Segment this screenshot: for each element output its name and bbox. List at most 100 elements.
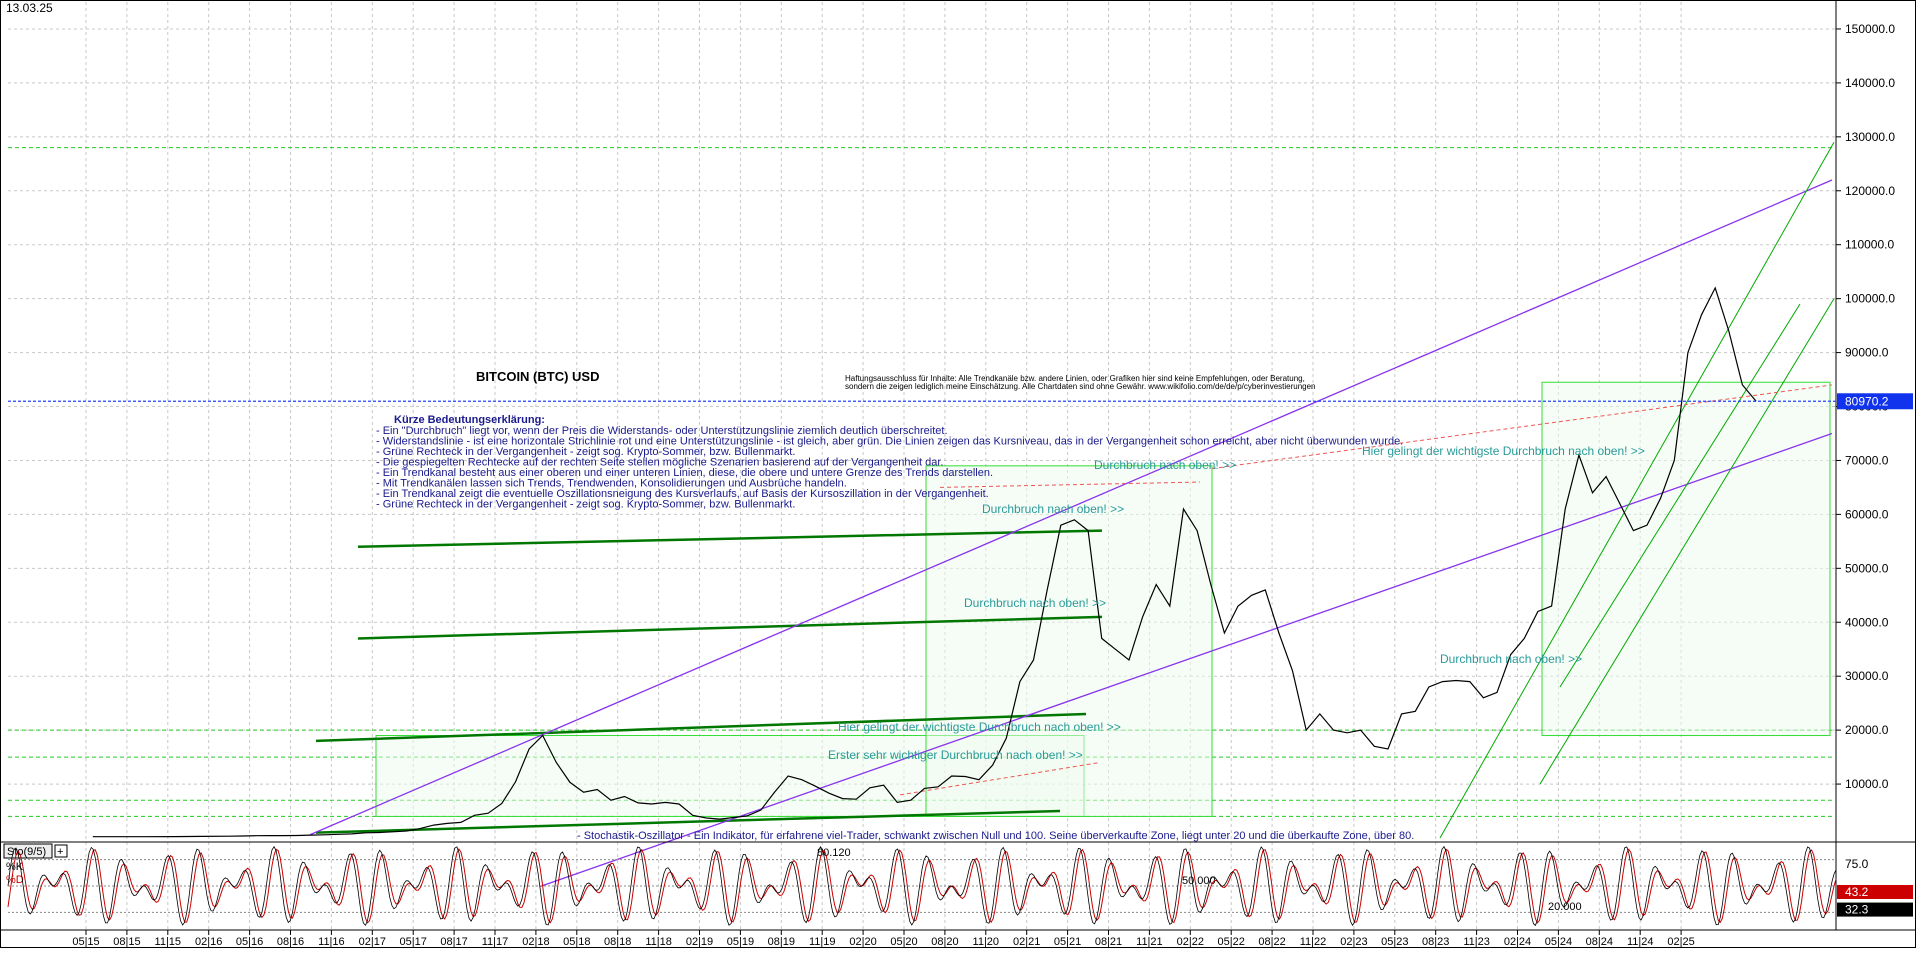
first-breakout-label: Erster sehr wichtiger Durchbruch nach ob… [828,748,1083,762]
breakout-label: Durchbruch nach oben! >> [982,502,1124,516]
d-last-box [1837,902,1913,917]
disclaimer-line-1: Haftungsausschluss für Inhalte: Alle Tre… [845,374,1305,383]
x-tick-label: 05|23 [1381,936,1408,948]
x-tick-label: 11|22 [1300,936,1327,948]
y-tick-label: 90000.0 [1845,346,1889,360]
y-tick-label: 120000.0 [1845,184,1895,198]
legend-line: - Die gespiegelten Rechtecke auf der rec… [376,457,943,469]
y-tick-label: 10000.0 [1845,777,1889,791]
x-tick-label: 08|17 [440,936,467,948]
x-tick-label: 11|18 [645,936,672,948]
trend-line [315,809,1061,834]
x-tick-label: 05|16 [236,936,263,948]
x-tick-label: 02|16 [195,936,222,948]
x-tick-label: 02|20 [849,936,876,948]
trend-line [315,712,1087,743]
sto-level-label: 20.000 [1548,901,1582,913]
x-tick-label: 08|23 [1422,936,1449,948]
x-tick-label: 02|23 [1340,936,1367,948]
x-tick-label: 02|22 [1177,936,1204,948]
x-tick-label: 11|19 [809,936,836,948]
x-tick-label: 05|22 [1218,936,1245,948]
y-tick-label: 50000.0 [1845,561,1889,575]
x-tick-label: 02|21 [1013,936,1040,948]
x-tick-label: 08|22 [1258,936,1285,948]
x-tick-label: 08|20 [931,936,958,948]
x-tick-label: 02|24 [1504,936,1531,948]
x-tick-label: 08|16 [277,936,304,948]
legend-line: - Widerstandslinie - ist eine horizontal… [376,436,1403,448]
x-tick-label: 02|19 [686,936,713,948]
x-tick-label: 11|17 [482,936,509,948]
channel-line [1539,298,1835,785]
y-tick-label: 60000.0 [1845,507,1889,521]
sto-level-label: 80.120 [817,847,851,859]
legend-line: - Ein "Durchbruch" liegt vor, wenn der P… [376,425,948,437]
important-breakout-label: Hier gelingt der wichtigste Durchbruch n… [838,720,1121,734]
last-price-box [1837,393,1913,410]
y-tick-label: 20000.0 [1845,723,1889,737]
y-tick-label: 150000.0 [1845,22,1895,36]
x-tick-label: 11|23 [1463,936,1490,948]
x-tick-label: 08|19 [768,936,795,948]
x-tick-label: 05|15 [72,936,99,948]
stochastic-note: - Stochastik-Oszillator - Ein Indikator,… [577,830,1414,842]
k-legend: %K [6,861,24,873]
resistance-line [1211,384,1833,470]
bull-market-rectangle [1541,381,1831,737]
resistance-line [899,761,1101,796]
channel-line [1559,303,1801,688]
x-tick-label: 08|15 [113,936,140,948]
indicator-name: Sto(9/5) [7,846,46,858]
legend-line: - Ein Trendkanal zeigt die eventuelle Os… [376,488,989,500]
legend-line: - Grüne Rechteck in der Vergangenheit - … [376,446,795,458]
channel-line [1439,141,1835,839]
channel-line [539,432,1833,888]
legend-line: - Mit Trendkanälen lassen sich Trends, T… [376,478,847,490]
resistance-line [939,481,1201,488]
x-tick-label: 05|24 [1545,936,1572,948]
channel-line [309,179,1833,836]
breakout-label: Durchbruch nach oben! >> [1094,458,1236,472]
y-tick-label: 110000.0 [1845,238,1894,252]
x-tick-label: 08|18 [604,936,631,948]
x-tick-label: 11|16 [318,936,345,948]
d-legend: %D [6,874,24,886]
x-tick-label: 05|17 [400,936,427,948]
x-tick-label: 05|20 [890,936,917,948]
y-tick-label: 130000.0 [1845,130,1895,144]
btc-price-line [92,286,1757,838]
x-tick-label: 05|19 [727,936,754,948]
x-tick-label: 05|21 [1054,936,1081,948]
sto-d-line [7,848,1837,924]
breakout-label: Durchbruch nach oben! >> [964,596,1106,610]
x-tick-label: 11|24 [1627,936,1654,948]
sto-tick-label: 75.0 [1845,857,1869,871]
breakout-label: Durchbruch nach oben! >> [1440,652,1582,666]
y-tick-label: 140000.0 [1845,76,1895,90]
chart-title: BITCOIN (BTC) USD [476,369,600,384]
x-tick-label: 02|17 [359,936,386,948]
last-price-label: 80970.2 [1845,394,1889,408]
trend-line [357,615,1103,640]
disclaimer-line-2: sondern die zeigen lediglich meine Einsc… [845,382,1316,391]
indicator-plus-box [54,844,68,858]
legend-title: Kürze Bedeutungserklärung: [394,414,545,426]
sto-level-label: 50.000 [1182,875,1216,887]
d-last-label: 32.3 [1845,903,1869,917]
x-tick-label: 08|21 [1095,936,1122,948]
x-tick-label: 08|24 [1586,936,1613,948]
sto-k-line [7,845,1837,927]
important-breakout-label: Hier gelingt der wichtigste Durchbruch n… [1362,444,1645,458]
date-label: 13.03.25 [6,1,53,15]
x-tick-label: 05|18 [563,936,590,948]
x-tick-label: 11|15 [155,936,182,948]
k-last-box [1837,884,1913,899]
x-tick-label: 11|21 [1136,936,1163,948]
y-tick-label: 40000.0 [1845,615,1889,629]
y-tick-label: 30000.0 [1845,669,1889,683]
legend-line: - Ein Trendkanal besteht aus einer obere… [376,467,993,479]
trend-line [357,529,1103,548]
